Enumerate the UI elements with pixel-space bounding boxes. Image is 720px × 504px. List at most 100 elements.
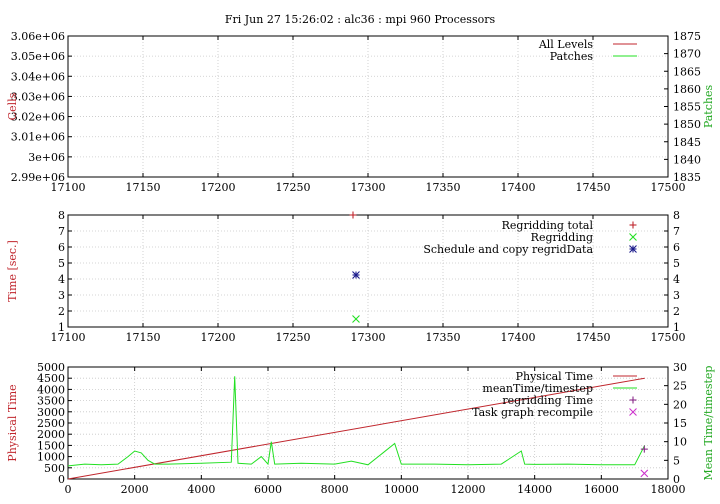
x-tick-label: 17300 [351,181,386,194]
y-tick-label: 2000 [37,428,65,441]
legend-label: Schedule and copy regridData [423,243,593,256]
y-tick-label: 3500 [37,395,65,408]
y2-tick-label: 1865 [673,65,701,78]
regrid-time-chart: 17100 17150 17200 17250 17300 17350 17400 17450… [6,209,686,344]
y-axis-label: Physical Time [6,384,19,461]
y-tick-label: 7 [58,225,65,238]
data-point-magenta [640,469,649,478]
x-tick-label: 17400 [501,331,536,344]
y-tick-label: 4500 [37,372,65,385]
y2-tick-label: 1835 [673,171,701,184]
x-tick-label: 4000 [187,483,215,496]
y2-tick-label: 0 [673,473,680,486]
y-tick-label: 3.03e+06 [11,90,65,103]
x-tick-label: 10000 [384,483,419,496]
x-tick-label: 17450 [576,331,611,344]
y2-tick-label: 3 [673,289,680,302]
y2-tick-label: 1870 [673,48,701,61]
y2-tick-label: 30 [673,361,687,374]
x-tick-label: 18000 [651,483,686,496]
y2-tick-label: 6 [673,241,680,254]
legend-label: Task graph recompile [472,406,593,419]
x-tick-label: 17200 [201,181,236,194]
y-tick-label: 3 [58,289,65,302]
y2-axis-label: Mean Time/timestep [702,366,715,481]
y2-tick-label: 1840 [673,153,701,166]
y2-tick-label: 1850 [673,118,701,131]
y-tick-label: 4 [58,273,65,286]
x-tick-label: 17100 [51,331,86,344]
figure-title: Fri Jun 27 15:26:02 : alc36 : mpi 960 Pr… [225,13,496,26]
y-tick-label: 2 [58,305,65,318]
data-point-blue [352,271,360,279]
legend-marker [629,221,637,229]
x-tick-label: 8000 [321,483,349,496]
x-tick-label: 14000 [517,483,552,496]
legend-label: Regridding total [502,219,594,232]
plot-frame [67,214,669,328]
legend-marker [629,396,637,404]
y2-tick-label: 1 [673,321,680,334]
y-tick-label: 5000 [37,361,65,374]
x-tick-label: 0 [65,483,72,496]
x-tick-label: 17150 [126,331,161,344]
y-tick-label: 1500 [37,439,65,452]
y-axis-label: Time [sec.] [6,240,19,302]
data-point-green-d2 [352,315,360,323]
legend-label: Regridding [531,231,593,244]
y2-tick-label: 15 [673,417,687,430]
x-tick-label: 17500 [651,181,686,194]
x-tick-label: 17450 [576,181,611,194]
x-tick-label: 17350 [426,181,461,194]
y2-tick-label: 5 [673,257,680,270]
x-tick-label: 17400 [501,181,536,194]
y2-tick-label: 20 [673,398,687,411]
legend-label: All Levels [538,38,594,51]
y-tick-label: 3.04e+06 [11,70,65,83]
x-tick-label: 17250 [276,181,311,194]
y-tick-label: 2500 [37,417,65,430]
y2-tick-label: 10 [673,436,687,449]
data-point-magenta-d2 [640,469,649,478]
y2-axis-label: Patches [702,85,715,129]
y2-tick-label: 1860 [673,83,701,96]
y-tick-label: 6 [58,241,65,254]
legend-marker-d2 [629,233,637,241]
plot-frame [67,366,669,480]
y-tick-label: 2.99e+06 [11,171,65,184]
x-tick-label: 17350 [426,331,461,344]
plot-frame [67,35,669,178]
y2-tick-label: 1855 [673,101,701,114]
y-tick-label: 4000 [37,383,65,396]
y2-tick-label: 25 [673,380,687,393]
data-point-green [352,315,360,323]
legend-marker [629,408,637,416]
y2-tick-label: 5 [673,454,680,467]
y-tick-label: 3.05e+06 [11,50,65,63]
data-point-purple [640,445,648,453]
x-tick-label: 17150 [126,181,161,194]
y2-tick-label: 1875 [673,30,701,43]
y-tick-label: 1 [58,321,65,334]
y2-tick-label: 8 [673,209,680,222]
x-tick-label: 16000 [584,483,619,496]
y-tick-label: 5 [58,257,65,270]
y-tick-label: 3.01e+06 [11,131,65,144]
x-tick-label: 17250 [276,331,311,344]
x-tick-label: 2000 [121,483,149,496]
x-tick-label: 6000 [254,483,282,496]
cells-patches-chart: 17100 17150 17200 17250 17300 17350 17400 17450… [6,30,715,194]
legend-label: Physical Time [516,370,593,383]
y-tick-label: 3000 [37,406,65,419]
legend-label: regridding Time [502,394,593,407]
y-axis-label: Cells [6,92,19,120]
data-point-red [349,211,357,219]
y-tick-label: 1000 [37,451,65,464]
series-line-red [67,377,645,480]
legend-label: meanTime/timestep [482,382,593,395]
y2-tick-label: 1845 [673,136,701,149]
x-tick-label: 17500 [651,331,686,344]
y-tick-label: 3e+06 [28,151,65,164]
x-tick-label: 17300 [351,331,386,344]
